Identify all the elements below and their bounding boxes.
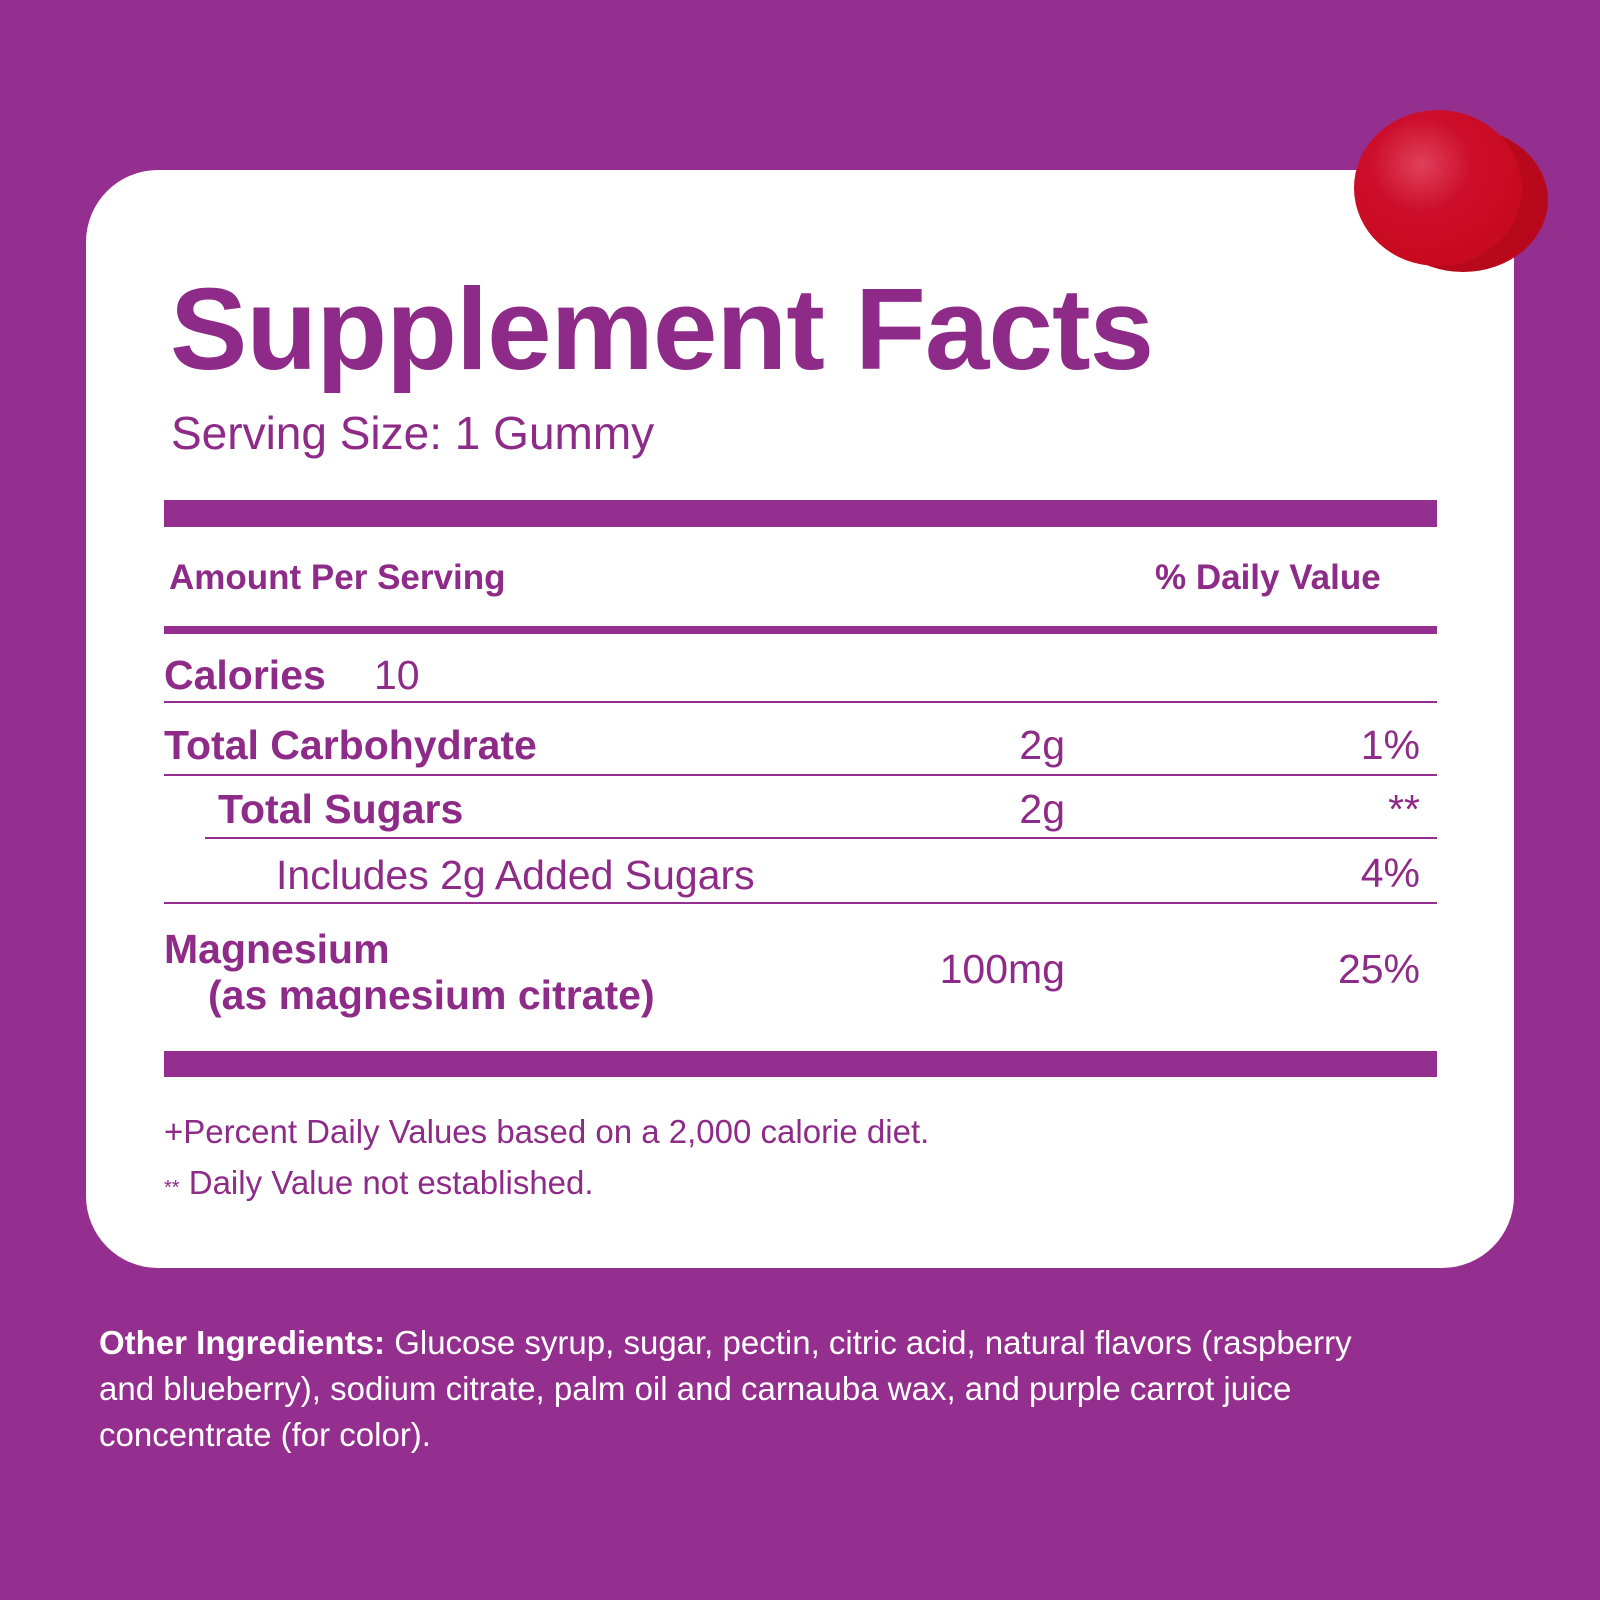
nutrient-label: Includes 2g Added Sugars [276, 852, 755, 898]
footnote-not-established: ** Daily Value not established. [164, 1164, 594, 1202]
nutrient-sublabel: (as magnesium citrate) [208, 972, 655, 1018]
serving-size: Serving Size: 1 Gummy [171, 407, 655, 459]
footnote-daily-values: +Percent Daily Values based on a 2,000 c… [164, 1113, 929, 1151]
row-divider [205, 837, 1437, 839]
nutrient-dv: 25% [1337, 946, 1420, 992]
nutrient-dv: 1% [1360, 722, 1420, 768]
supplement-facts-panel [86, 170, 1514, 1268]
amount-per-serving-header: Amount Per Serving [169, 558, 506, 597]
daily-value-header: % Daily Value [1155, 558, 1381, 597]
medium-divider [164, 626, 1437, 634]
footnote-mark: ** [164, 1177, 180, 1199]
row-divider [164, 701, 1437, 703]
footnote-mark: + [164, 1113, 184, 1150]
page-title: Supplement Facts [170, 264, 1154, 394]
nutrient-label: Total Sugars [218, 786, 464, 832]
thick-divider [164, 1051, 1437, 1077]
row-divider [164, 902, 1437, 904]
footnote-text: Percent Daily Values based on a 2,000 ca… [183, 1113, 930, 1150]
nutrient-dv: ** [1388, 786, 1420, 832]
footnote-text: Daily Value not established. [188, 1164, 594, 1201]
nutrient-dv: 4% [1360, 850, 1420, 896]
ingredients-label: Other Ingredients: [99, 1324, 386, 1361]
row-divider [164, 774, 1437, 776]
nutrient-amount: 100mg [939, 946, 1065, 992]
nutrient-amount: 2g [1019, 722, 1065, 768]
nutrient-amount: 2g [1019, 786, 1065, 832]
nutrient-label: Magnesium [164, 926, 390, 972]
calories-value: 10 [374, 652, 420, 698]
calories-label: Calories [164, 652, 326, 698]
thick-divider [164, 500, 1437, 527]
nutrient-label: Total Carbohydrate [164, 722, 537, 768]
other-ingredients: Other Ingredients: Glucose syrup, sugar,… [99, 1320, 1399, 1458]
ingredients-text: Glucose syrup, sugar, pectin, citric aci… [99, 1324, 1352, 1453]
gummy-image [1354, 110, 1548, 272]
